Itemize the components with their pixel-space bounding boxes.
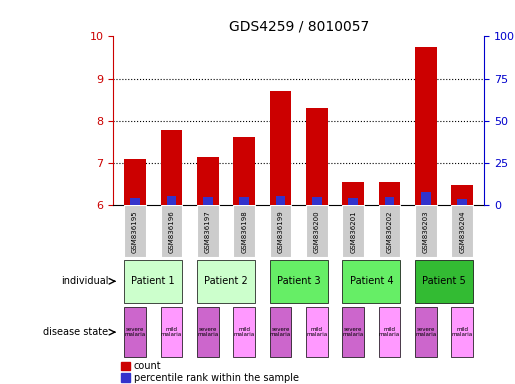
- Bar: [451, 185, 473, 205]
- Bar: [379, 307, 401, 358]
- Text: mild
malaria: mild malaria: [452, 327, 473, 338]
- Bar: [161, 205, 182, 257]
- Bar: [342, 307, 364, 358]
- Text: individual: individual: [61, 276, 108, 286]
- Text: disease state: disease state: [43, 327, 108, 337]
- Bar: [270, 260, 328, 303]
- Bar: [161, 130, 182, 205]
- Bar: [233, 307, 255, 358]
- Text: severe
malaria: severe malaria: [342, 327, 364, 338]
- Text: mild
malaria: mild malaria: [161, 327, 182, 338]
- Text: GSM836201: GSM836201: [350, 210, 356, 253]
- Bar: [233, 137, 255, 205]
- Text: Patient 2: Patient 2: [204, 276, 248, 286]
- Text: GSM836200: GSM836200: [314, 210, 320, 253]
- Bar: [451, 307, 473, 358]
- Bar: [451, 205, 473, 257]
- Bar: [415, 47, 437, 205]
- Bar: [121, 373, 130, 382]
- Bar: [197, 260, 255, 303]
- Text: Patient 5: Patient 5: [422, 276, 466, 286]
- Bar: [348, 198, 358, 205]
- Bar: [306, 307, 328, 358]
- Bar: [130, 198, 140, 205]
- Bar: [124, 159, 146, 205]
- Bar: [166, 196, 176, 205]
- Text: count: count: [134, 361, 161, 371]
- Bar: [379, 205, 401, 257]
- Bar: [121, 362, 130, 370]
- Bar: [415, 307, 437, 358]
- Text: GSM836198: GSM836198: [241, 210, 247, 253]
- Bar: [239, 197, 249, 205]
- Title: GDS4259 / 8010057: GDS4259 / 8010057: [229, 20, 369, 34]
- Bar: [270, 91, 291, 205]
- Text: Patient 4: Patient 4: [350, 276, 393, 286]
- Bar: [124, 260, 182, 303]
- Bar: [306, 205, 328, 257]
- Bar: [270, 205, 291, 257]
- Bar: [312, 197, 322, 205]
- Text: GSM836197: GSM836197: [205, 210, 211, 253]
- Bar: [415, 205, 437, 257]
- Bar: [270, 307, 291, 358]
- Bar: [421, 192, 431, 205]
- Bar: [385, 197, 394, 205]
- Text: mild
malaria: mild malaria: [306, 327, 328, 338]
- Bar: [197, 157, 219, 205]
- Text: severe
malaria: severe malaria: [197, 327, 218, 338]
- Bar: [457, 199, 467, 205]
- Bar: [342, 205, 364, 257]
- Bar: [342, 260, 401, 303]
- Text: GSM836196: GSM836196: [168, 210, 175, 253]
- Bar: [233, 205, 255, 257]
- Bar: [124, 307, 146, 358]
- Text: GSM836195: GSM836195: [132, 210, 138, 253]
- Text: severe
malaria: severe malaria: [270, 327, 291, 338]
- Text: severe
malaria: severe malaria: [415, 327, 437, 338]
- Text: GSM836202: GSM836202: [387, 210, 392, 253]
- Bar: [306, 108, 328, 205]
- Text: Patient 1: Patient 1: [131, 276, 175, 286]
- Text: GSM836204: GSM836204: [459, 210, 465, 253]
- Bar: [197, 205, 219, 257]
- Bar: [342, 182, 364, 205]
- Bar: [415, 260, 473, 303]
- Bar: [276, 196, 285, 205]
- Text: Patient 3: Patient 3: [277, 276, 320, 286]
- Bar: [203, 197, 213, 205]
- Bar: [161, 307, 182, 358]
- Text: GSM836199: GSM836199: [278, 210, 284, 253]
- Text: percentile rank within the sample: percentile rank within the sample: [134, 373, 299, 383]
- Text: mild
malaria: mild malaria: [233, 327, 255, 338]
- Bar: [197, 307, 219, 358]
- Bar: [379, 182, 401, 205]
- Text: GSM836203: GSM836203: [423, 210, 429, 253]
- Text: severe
malaria: severe malaria: [125, 327, 146, 338]
- Text: mild
malaria: mild malaria: [379, 327, 400, 338]
- Bar: [124, 205, 146, 257]
